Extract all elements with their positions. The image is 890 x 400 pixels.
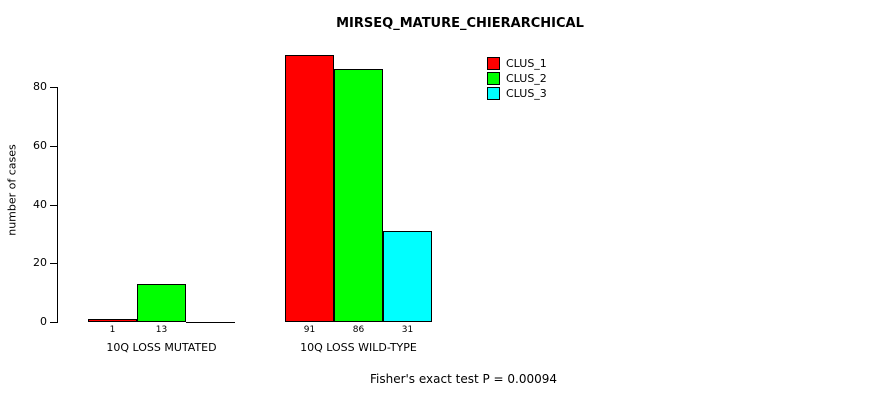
y-axis-label: number of cases (5, 144, 19, 236)
y-tick-label: 60 (33, 138, 47, 152)
bar-value-label: 1 (109, 325, 116, 335)
y-tick (50, 263, 57, 265)
legend-label: CLUS_2 (506, 72, 547, 85)
fisher-test-annotation: Fisher's exact test P = 0.00094 (369, 372, 558, 386)
legend-label: CLUS_3 (506, 87, 547, 100)
y-tick-label: 20 (33, 256, 47, 270)
chart-title: MIRSEQ_MATURE_CHIERARCHICAL (336, 16, 584, 31)
y-tick (50, 204, 57, 206)
legend-swatch (487, 72, 500, 85)
bar (137, 284, 186, 322)
bar (186, 322, 235, 323)
bar-value-label: 91 (303, 325, 316, 335)
y-tick (50, 145, 57, 147)
bar-value-label: 86 (352, 325, 365, 335)
legend-swatch (487, 87, 500, 100)
bar (383, 231, 432, 322)
bar (88, 319, 137, 322)
bar (285, 55, 334, 322)
bar (334, 69, 383, 322)
y-tick (50, 87, 57, 88)
y-tick-label: 40 (33, 197, 47, 211)
legend-label: CLUS_1 (506, 57, 547, 70)
legend-swatch (487, 57, 500, 70)
y-tick (50, 322, 57, 323)
y-axis-line (57, 87, 58, 323)
bar-value-label: 31 (401, 325, 414, 335)
x-category-label: 10Q LOSS WILD-TYPE (300, 341, 417, 354)
y-tick-label: 80 (33, 80, 47, 93)
bar-value-label: 13 (155, 325, 168, 335)
x-category-label: 10Q LOSS MUTATED (106, 341, 217, 354)
y-tick-label: 0 (40, 315, 47, 328)
